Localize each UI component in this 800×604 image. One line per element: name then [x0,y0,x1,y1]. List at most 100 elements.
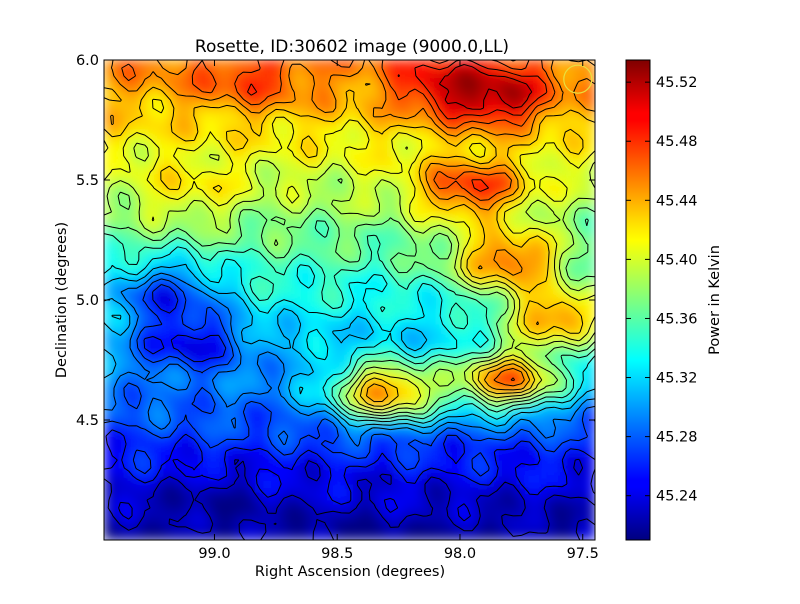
heatmap-cell [136,371,146,381]
heatmap-cell [349,195,359,205]
heatmap-cell [340,491,350,501]
heatmap-cell [447,467,457,477]
heatmap-cell [512,147,522,157]
heatmap-cell [430,427,441,437]
heatmap-cell [512,179,522,189]
heatmap-cell [488,355,498,365]
heatmap-cell [430,523,441,533]
heatmap-cell [520,283,531,293]
y-axis-ticks: 4.55.05.56.0 [76,53,595,429]
heatmap-cell [488,123,498,133]
heatmap-cell [275,195,285,205]
heatmap-cell [365,83,375,93]
heatmap-cell [185,123,195,133]
heatmap-cell [488,115,498,125]
heatmap-cell [226,499,236,509]
heatmap-cell [226,83,236,93]
heatmap-cell [365,91,375,101]
heatmap-cell [201,131,211,141]
heatmap-cell [422,219,432,229]
heatmap-cell [430,339,441,349]
heatmap-cell [447,235,457,245]
heatmap-cell [488,475,498,485]
heatmap-cell [168,323,179,333]
heatmap-cell [389,211,400,221]
heatmap-cell [504,323,514,333]
heatmap-cell [136,435,146,445]
heatmap-cell [512,259,522,269]
heatmap-cell [463,387,473,397]
heatmap-cell [357,283,367,293]
heatmap-cell [479,443,490,453]
heatmap-cell [479,107,490,117]
heatmap-cell [324,523,334,533]
heatmap-cell [193,507,203,517]
heatmap-cell [324,491,334,501]
heatmap-cell [308,195,318,205]
heatmap-cell [193,131,203,141]
heatmap-cell [193,499,203,509]
heatmap-cell [119,323,130,333]
heatmap-cell [324,347,334,357]
heatmap-cell [553,91,563,101]
heatmap-cell [291,363,301,373]
heatmap-cell [250,379,260,389]
heatmap-cell [332,515,342,525]
heatmap-cell [406,267,416,277]
heatmap-cell [398,163,408,173]
heatmap-cell [586,467,595,477]
heatmap-cell [218,99,228,109]
heatmap-cell [357,451,367,461]
heatmap-cell [586,211,595,221]
heatmap-cell [242,227,252,237]
heatmap-cell [586,163,595,173]
heatmap-cell [349,443,359,453]
heatmap-cell [119,435,130,445]
heatmap-cell [586,187,595,197]
heatmap-cell [520,60,531,69]
heatmap-cell [439,395,449,405]
heatmap-cell [168,459,179,469]
heatmap-cell [299,531,310,540]
heatmap-cell [349,427,359,437]
heatmap-cell [389,259,400,269]
heatmap-cell [168,419,179,429]
heatmap-cell [537,243,547,253]
heatmap-cell [586,259,595,269]
heatmap-cell [324,275,334,285]
heatmap-cell [586,323,595,333]
heatmap-cell [119,123,130,133]
heatmap-cell [398,123,408,133]
heatmap-cell [504,155,514,165]
heatmap-cell [177,475,187,485]
heatmap-cell [349,243,359,253]
heatmap-cell [234,67,244,77]
heatmap-cell [447,355,457,365]
heatmap-cell [226,443,236,453]
heatmap-cell [316,115,326,125]
heatmap-cell [545,211,555,221]
heatmap-cell [414,91,424,101]
heatmap-cell [209,203,220,213]
heatmap-cell [398,475,408,485]
heatmap-cell [569,499,580,509]
heatmap-cell [177,459,187,469]
y-tick-label: 5.5 [76,173,99,189]
heatmap-cell [479,459,490,469]
heatmap-cell [447,219,457,229]
heatmap-cell [439,67,449,77]
heatmap-cell [242,483,252,493]
heatmap-cell [250,131,260,141]
heatmap-cell [128,275,138,285]
heatmap-cell [496,427,506,437]
heatmap-cell [553,155,563,165]
heatmap-cell [357,499,367,509]
heatmap-cell [512,219,522,229]
heatmap-cell [209,499,220,509]
heatmap-cell [389,243,400,253]
heatmap-cell [545,507,555,517]
heatmap-cell [512,347,522,357]
heatmap-cell [455,515,465,525]
heatmap-cell [529,419,539,429]
heatmap-cell [201,171,211,181]
